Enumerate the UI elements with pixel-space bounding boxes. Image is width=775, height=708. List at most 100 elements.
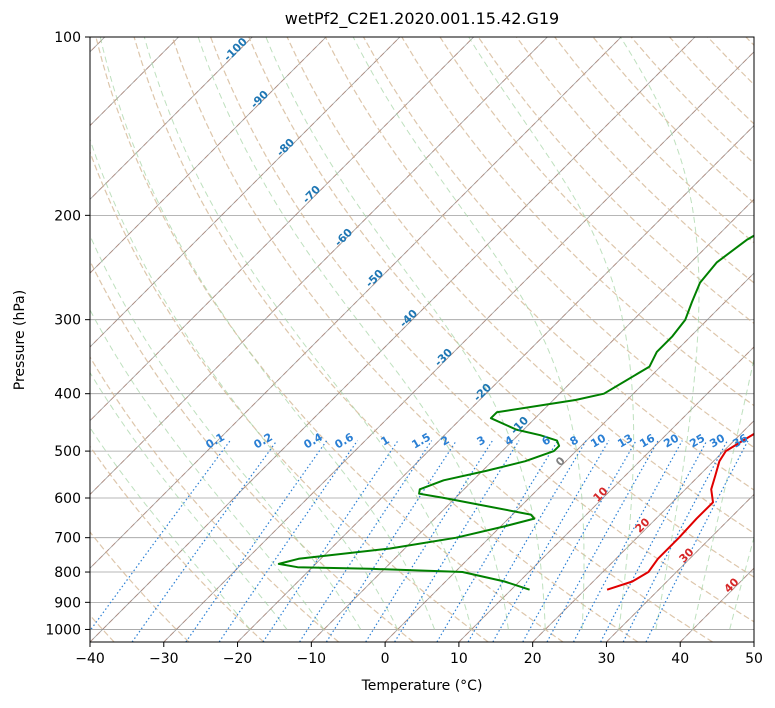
- mixing-ratio-line: [262, 440, 399, 642]
- plot-area: [90, 37, 754, 642]
- mixing-ratio-label: 8: [568, 433, 581, 448]
- mixing-ratio-line: [365, 440, 494, 642]
- mixing-ratio-label: 25: [687, 432, 707, 451]
- dry-adiabat: [95, 37, 564, 642]
- isotherm-label: -80: [274, 136, 297, 159]
- x-tick-label: −30: [149, 651, 179, 667]
- isotherm-label: 20: [633, 515, 653, 535]
- isotherm-dashed: [90, 37, 401, 348]
- mixing-ratio-label: 30: [707, 431, 727, 450]
- x-tick-label: 0: [381, 651, 390, 667]
- isotherm-gridline: [90, 37, 696, 642]
- x-tick-label: −40: [75, 651, 105, 667]
- plot-frame: [89, 36, 755, 643]
- isotherm-dashed: [90, 37, 253, 201]
- moist-adiabat: [468, 37, 635, 630]
- isotherm-gridline: [90, 37, 548, 495]
- isotherm-gridline: [532, 420, 754, 642]
- isotherm-label: -70: [300, 183, 323, 206]
- mixing-ratio-label: 0.1: [204, 430, 227, 451]
- y-tick-label: 300: [54, 313, 81, 329]
- mixing-ratio-line: [394, 440, 520, 642]
- mixing-ratio-label: 3: [475, 433, 488, 448]
- isotherm-gridline: [90, 37, 622, 569]
- mixing-ratio-line: [299, 440, 433, 642]
- y-tick-label: 600: [54, 491, 81, 507]
- isotherm-dashed: [90, 37, 548, 496]
- dry-adiabat: [286, 37, 754, 534]
- y-tick-label: 1000: [45, 622, 81, 638]
- dry-adiabat: [210, 37, 754, 623]
- isotherm-gridline: [90, 37, 327, 274]
- isotherm-gridline: [90, 37, 474, 422]
- x-tick-label: 50: [745, 651, 763, 667]
- isotherm-dashed: [753, 641, 754, 642]
- x-tick-label: 40: [671, 651, 689, 667]
- mixing-ratio-label: 2: [439, 433, 452, 448]
- y-tick-label: 800: [54, 565, 81, 581]
- isotherm-gridline: [753, 641, 754, 642]
- dry-adiabat: [630, 37, 754, 164]
- y-tick-label: 400: [54, 387, 81, 403]
- isotherm-label: -50: [363, 267, 386, 290]
- moist-adiabat: [90, 371, 288, 630]
- moist-adiabat: [143, 37, 472, 630]
- isotherm-label: -40: [397, 307, 420, 330]
- mixing-ratio-line: [185, 440, 328, 642]
- isotherm-gridline: [90, 37, 401, 348]
- moist-adiabat: [197, 37, 509, 630]
- isotherm-dashed: [679, 567, 754, 642]
- moist-adiabat: [90, 426, 251, 630]
- mixing-ratio-line: [546, 440, 659, 642]
- isotherm-label: -100: [221, 35, 250, 64]
- chart-title: wetPf2_C2E1.2020.001.15.42.G19: [284, 9, 560, 28]
- moist-adiabat: [90, 308, 325, 630]
- isotherm-gridline: [237, 125, 754, 642]
- isotherm-label: -10: [508, 414, 531, 437]
- isotherm-label: -20: [471, 381, 494, 404]
- mixing-ratio-line: [131, 440, 278, 642]
- mixing-ratio-line: [90, 440, 231, 632]
- mixing-ratio-line: [436, 440, 559, 642]
- mixing-ratio-line: [522, 440, 637, 642]
- mixing-ratio-line: [467, 440, 587, 642]
- mixing-ratio-label: 13: [615, 432, 635, 451]
- mixing-ratio-label: 6: [540, 433, 553, 448]
- isotherm-gridline: [163, 51, 754, 642]
- isotherm-dashed: [90, 37, 327, 274]
- dry-adiabat: [90, 150, 489, 642]
- x-tick-label: 30: [598, 651, 616, 667]
- isotherm-label: -60: [332, 226, 355, 249]
- mixing-ratio-line: [572, 440, 683, 642]
- dewpoint-profile: [277, 234, 754, 591]
- x-tick-label: −20: [223, 651, 253, 667]
- moist-adiabat: [99, 37, 436, 630]
- isotherm-label: 30: [677, 545, 697, 565]
- isotherm-dashed: [458, 346, 754, 642]
- dry-adiabat: [401, 37, 754, 407]
- x-axis-label: Temperature (°C): [361, 678, 483, 694]
- isotherm-dashed: [532, 419, 754, 642]
- temperature-profile: [606, 432, 754, 591]
- moist-adiabat: [692, 356, 754, 630]
- dry-adiabat: [248, 37, 754, 578]
- y-tick-label: 200: [54, 208, 81, 224]
- isotherm-gridline: [311, 198, 754, 642]
- isotherm-gridline: [90, 37, 253, 200]
- mixing-ratio-label: 1.5: [410, 430, 433, 451]
- moist-adiabat: [90, 234, 362, 630]
- moist-adiabat: [352, 37, 585, 630]
- isotherm-gridline: [606, 493, 754, 642]
- y-tick-label: 900: [54, 595, 81, 611]
- moist-adiabat: [90, 137, 399, 630]
- mixing-ratio-label: 10: [588, 431, 608, 450]
- isotherm-label: -30: [432, 346, 455, 369]
- mixing-ratio-label: 0.6: [333, 430, 357, 451]
- y-tick-label: 100: [54, 30, 81, 46]
- x-tick-label: −10: [297, 651, 327, 667]
- x-tick-label: 20: [524, 651, 542, 667]
- y-tick-label: 500: [54, 444, 81, 460]
- moist-adiabat: [620, 37, 700, 630]
- dry-adiabat: [516, 37, 754, 284]
- mixing-ratio-line: [645, 440, 749, 642]
